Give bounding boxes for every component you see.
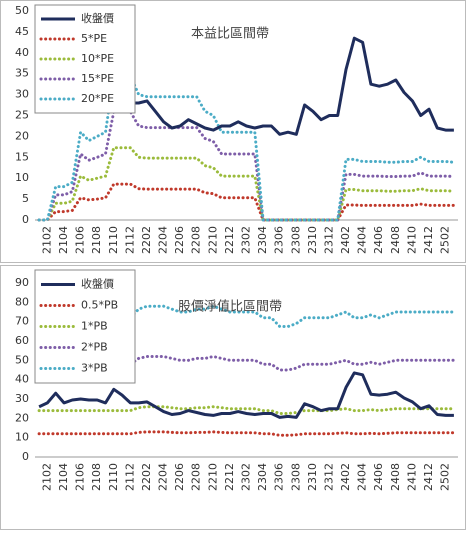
x-tick-label: 2406 [372,226,385,254]
y-tick-label: 20 [15,129,29,142]
x-tick-label: 2304 [256,463,269,491]
x-tick-label: 2206 [173,463,186,491]
x-tick-label: 2106 [74,226,87,254]
x-tick-label: 2304 [256,226,269,254]
x-tick-label: 2108 [90,463,103,491]
series-line [37,110,456,222]
y-tick-label: 40 [15,46,29,59]
x-tick-label: 2212 [223,463,236,491]
series-line [37,430,456,437]
x-tick-label: 2406 [372,463,385,491]
y-tick-label: 0 [22,213,29,226]
series-line [37,405,456,415]
x-tick-label: 2302 [240,226,253,254]
x-tick-label: 2110 [107,226,120,254]
x-tick-label: 2502 [439,463,452,491]
x-tick-label: 2210 [206,463,219,491]
x-tick-label: 2102 [40,226,53,254]
x-tick-label: 2104 [57,463,70,491]
x-tick-label: 2502 [439,226,452,254]
series-line [38,371,454,419]
series-line [37,182,456,222]
x-tick-label: 2108 [90,226,103,254]
x-tick-label: 2412 [422,463,435,491]
x-tick-label: 2306 [273,226,286,254]
y-tick-label: 80 [15,295,29,308]
x-tick-label: 2408 [389,226,402,254]
legend-label: 1*PB [81,320,108,333]
x-tick-label: 2112 [123,226,136,254]
x-tick-label: 2210 [206,226,219,254]
series-line [37,146,456,222]
y-tick-label: 15 [15,150,29,163]
y-tick-label: 50 [15,4,29,17]
x-tick-label: 2408 [389,463,402,491]
legend-label: 15*PE [81,72,114,85]
y-tick-label: 70 [15,315,29,328]
x-tick-label: 2310 [306,463,319,491]
y-tick-label: 90 [15,276,29,289]
x-tick-label: 2402 [339,463,352,491]
x-tick-label: 2308 [289,226,302,254]
x-tick-label: 2202 [140,463,153,491]
chart-title: 股價淨值比區間帶 [178,299,282,315]
y-tick-label: 40 [15,373,29,386]
x-tick-label: 2302 [240,463,253,491]
x-tick-label: 2102 [40,463,53,491]
x-tick-label: 2204 [157,463,170,491]
legend-label: 3*PB [81,362,108,375]
x-tick-label: 2412 [422,226,435,254]
x-tick-label: 2306 [273,463,286,491]
legend-label: 收盤價 [81,11,114,25]
x-tick-label: 2208 [190,463,203,491]
x-tick-label: 2208 [190,226,203,254]
y-tick-label: 0 [22,450,29,463]
y-tick-label: 30 [15,88,29,101]
legend-label: 2*PB [81,341,108,354]
x-tick-label: 2402 [339,226,352,254]
y-tick-label: 60 [15,334,29,347]
chart-title: 本益比區間帶 [191,27,269,42]
x-tick-label: 2110 [107,463,120,491]
x-tick-label: 2310 [306,226,319,254]
x-tick-label: 2404 [356,463,369,491]
y-tick-label: 10 [15,171,29,184]
legend-label: 收盤價 [81,277,114,291]
x-tick-label: 2312 [322,226,335,254]
x-tick-label: 2106 [74,463,87,491]
legend-label: 10*PE [81,52,114,65]
x-tick-label: 2202 [140,226,153,254]
x-tick-label: 2112 [123,463,136,491]
legend-label: 0.5*PB [81,299,118,312]
x-tick-label: 2410 [405,226,418,254]
y-tick-label: 5 [22,192,29,205]
legend-label: 5*PE [81,32,107,45]
y-tick-label: 45 [15,25,29,38]
y-tick-label: 35 [15,67,29,80]
y-tick-label: 50 [15,353,29,366]
x-tick-label: 2104 [57,226,70,254]
x-tick-label: 2404 [356,226,369,254]
y-tick-label: 25 [15,109,29,122]
x-tick-label: 2410 [405,463,418,491]
x-tick-label: 2308 [289,463,302,491]
y-tick-label: 30 [15,392,29,405]
legend-label: 20*PE [81,92,114,105]
x-tick-label: 2204 [157,226,170,254]
y-tick-label: 20 [15,411,29,424]
x-tick-label: 2312 [322,463,335,491]
y-tick-label: 10 [15,431,29,444]
x-tick-label: 2206 [173,226,186,254]
x-tick-label: 2212 [223,226,236,254]
